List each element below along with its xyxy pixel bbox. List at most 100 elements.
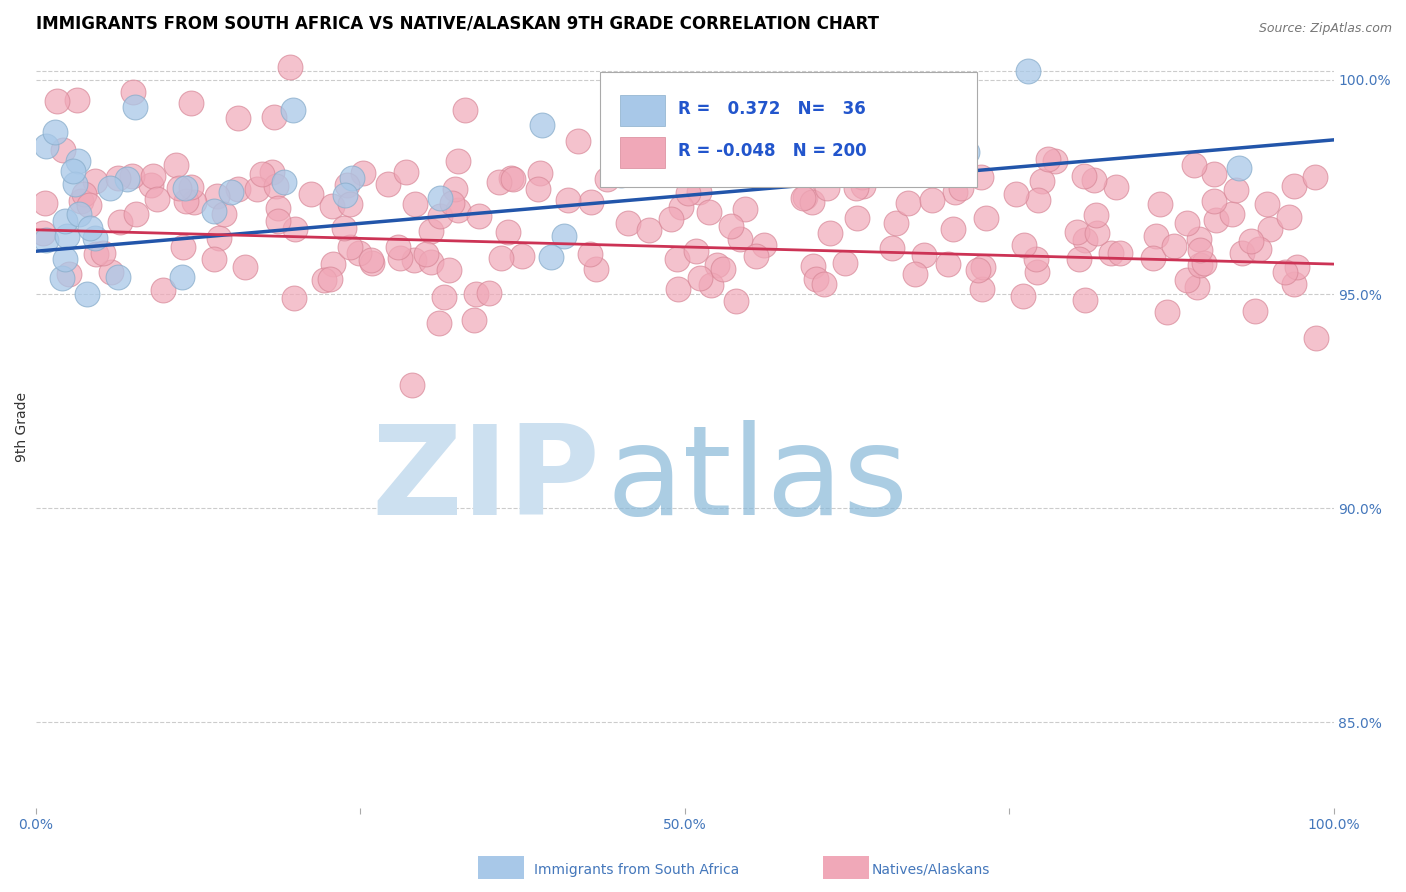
Point [172, 269, 194, 284]
Point [1043, 153, 1066, 168]
Point [83, 230, 105, 244]
Point [488, 175, 510, 189]
Point [845, 181, 868, 195]
Point [1073, 293, 1095, 308]
Point [579, 247, 602, 261]
Point [283, 291, 305, 305]
Point [616, 216, 638, 230]
Point [65, 177, 87, 191]
Text: Natives/Alaskans: Natives/Alaskans [872, 863, 990, 877]
Point [501, 171, 523, 186]
Point [1204, 194, 1226, 208]
Point [464, 287, 486, 301]
Point [467, 209, 489, 223]
Point [567, 134, 589, 148]
Text: Source: ZipAtlas.com: Source: ZipAtlas.com [1258, 22, 1392, 36]
Point [815, 180, 838, 194]
Point [79, 221, 101, 235]
Point [1274, 265, 1296, 279]
Point [637, 223, 659, 237]
Point [1085, 226, 1108, 240]
Point [420, 255, 443, 269]
Point [813, 277, 835, 292]
Point [851, 170, 873, 185]
Text: Immigrants from South Africa: Immigrants from South Africa [534, 863, 740, 877]
Point [404, 197, 426, 211]
Point [610, 168, 633, 182]
Point [974, 211, 997, 226]
Point [125, 207, 148, 221]
Point [314, 272, 336, 286]
Point [1240, 234, 1263, 248]
Point [58, 267, 80, 281]
Point [172, 240, 194, 254]
Point [284, 222, 307, 236]
Point [228, 182, 250, 196]
Point [585, 261, 607, 276]
Point [1278, 210, 1301, 224]
Point [745, 249, 768, 263]
Point [35, 234, 58, 248]
Point [319, 271, 342, 285]
Point [1205, 212, 1227, 227]
Point [711, 261, 734, 276]
Point [1074, 233, 1097, 247]
Point [77, 198, 100, 212]
Point [529, 166, 551, 180]
Point [1083, 173, 1105, 187]
Point [936, 258, 959, 272]
Point [967, 263, 990, 277]
Point [228, 111, 250, 125]
Y-axis label: 9th Grade: 9th Grade [15, 392, 30, 462]
Point [793, 189, 815, 203]
Point [321, 199, 343, 213]
Point [557, 193, 579, 207]
Point [394, 165, 416, 179]
Point [219, 185, 242, 199]
Point [804, 272, 827, 286]
Point [121, 85, 143, 99]
Point [912, 248, 935, 262]
Point [349, 246, 371, 260]
Point [1282, 178, 1305, 193]
Point [66, 94, 89, 108]
Bar [620, 137, 665, 168]
Point [1142, 251, 1164, 265]
Point [278, 60, 301, 74]
Point [897, 196, 920, 211]
Point [389, 251, 412, 265]
Point [754, 237, 776, 252]
Point [1188, 243, 1211, 257]
Point [1303, 169, 1326, 184]
Point [267, 214, 290, 228]
Point [1026, 193, 1049, 207]
Point [180, 95, 202, 110]
Point [32, 226, 55, 240]
Point [1156, 305, 1178, 319]
Point [107, 270, 129, 285]
Point [117, 172, 139, 186]
Point [852, 179, 875, 194]
Point [339, 240, 361, 254]
Point [66, 153, 89, 168]
Point [107, 171, 129, 186]
Point [301, 187, 323, 202]
Point [415, 247, 437, 261]
Point [463, 313, 485, 327]
Point [1305, 331, 1327, 345]
Point [333, 187, 356, 202]
Point [84, 247, 107, 261]
Point [596, 172, 619, 186]
Point [246, 182, 269, 196]
Point [553, 228, 575, 243]
Point [263, 110, 285, 124]
Point [377, 178, 399, 192]
Point [267, 201, 290, 215]
Point [956, 145, 979, 160]
Point [724, 293, 747, 308]
Point [35, 139, 58, 153]
Point [496, 225, 519, 239]
Point [183, 194, 205, 209]
Point [53, 252, 76, 266]
Point [46, 95, 69, 109]
